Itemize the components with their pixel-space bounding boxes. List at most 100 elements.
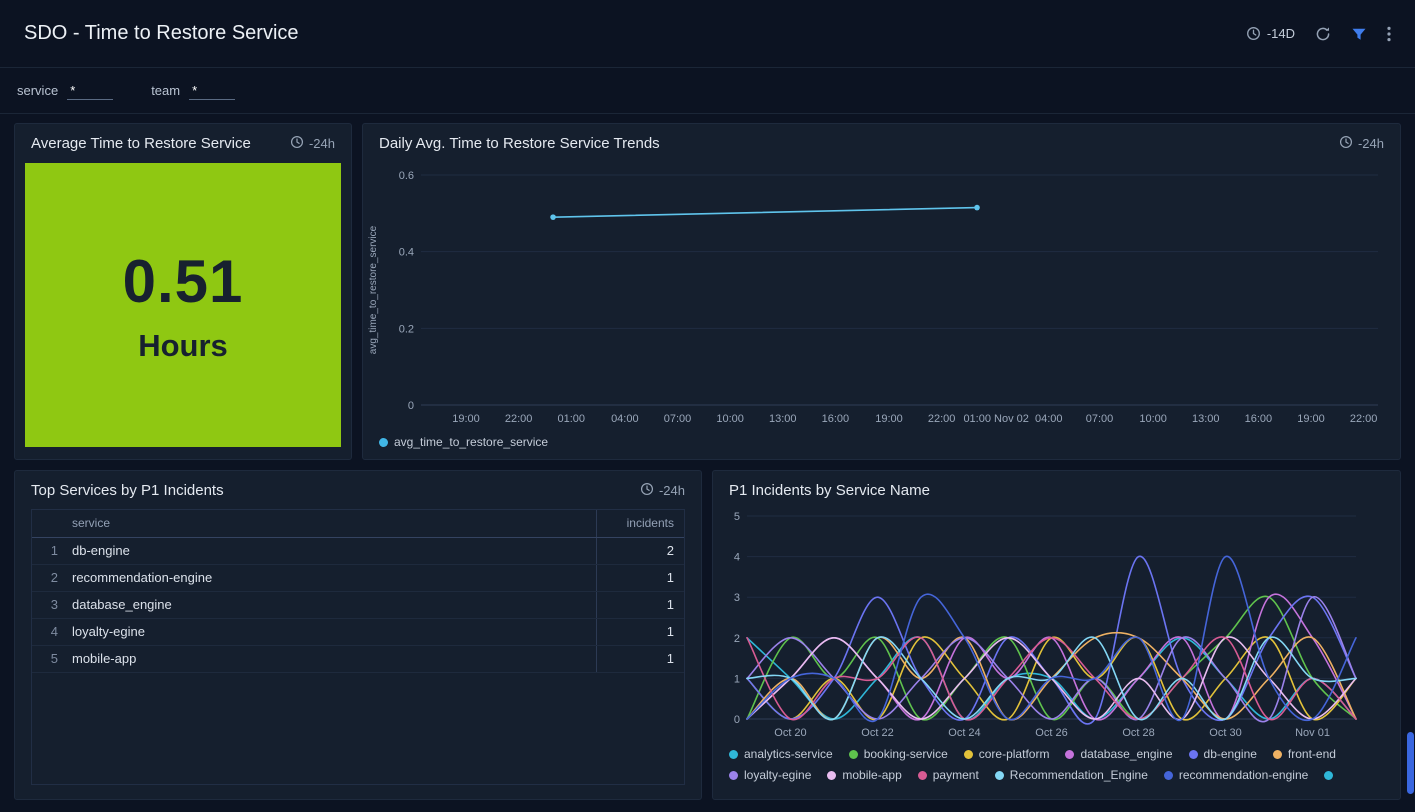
svg-text:0.6: 0.6 xyxy=(399,170,414,182)
row-service: recommendation-engine xyxy=(62,564,596,592)
svg-text:Nov 01: Nov 01 xyxy=(1295,727,1330,739)
table-row[interactable]: 5 mobile-app 1 xyxy=(32,645,684,673)
svg-text:0: 0 xyxy=(734,714,740,726)
panel-title: P1 Incidents by Service Name xyxy=(729,482,930,499)
metric-unit: Hours xyxy=(138,327,228,363)
row-service: db-engine xyxy=(62,537,596,565)
svg-text:16:00: 16:00 xyxy=(822,413,850,425)
clock-icon xyxy=(640,482,654,499)
legend-item[interactable]: recommendation-engine xyxy=(1163,768,1308,782)
legend-dot-icon xyxy=(848,749,858,759)
svg-text:22:00: 22:00 xyxy=(1350,413,1378,425)
svg-text:10:00: 10:00 xyxy=(1139,413,1167,425)
row-rank: 5 xyxy=(32,645,62,673)
legend-dot-icon xyxy=(729,749,738,759)
svg-text:Oct 26: Oct 26 xyxy=(1035,727,1067,739)
svg-text:Oct 22: Oct 22 xyxy=(861,727,893,739)
top-services-table-body: 1 db-engine 2 2 recommendation-engine 1 3 datab… xyxy=(32,537,684,673)
svg-text:2: 2 xyxy=(734,633,740,645)
panel-average-restore-time: Average Time to Restore Service -24h 0.5… xyxy=(14,123,352,460)
clock-icon xyxy=(1339,135,1353,152)
row-incidents: 1 xyxy=(595,564,684,592)
trends-chart: 0 0.2 0.4 0.6 19:00 22:00 01:00 04:00 07:00 10:00… xyxy=(363,159,1400,435)
svg-text:04:00: 04:00 xyxy=(1035,413,1063,425)
legend-item[interactable]: mobile-app xyxy=(827,768,902,782)
svg-text:07:00: 07:00 xyxy=(1086,413,1114,425)
row-service: loyalty-egine xyxy=(62,618,596,646)
column-header-incidents[interactable]: incidents xyxy=(595,510,684,538)
svg-text:19:00: 19:00 xyxy=(1297,413,1325,425)
legend-item[interactable]: payment xyxy=(917,768,979,782)
svg-text:0: 0 xyxy=(408,400,414,412)
svg-text:19:00: 19:00 xyxy=(875,413,903,425)
row-rank: 1 xyxy=(32,537,62,565)
team-filter-input[interactable] xyxy=(189,81,236,100)
column-header-rank[interactable] xyxy=(32,510,62,538)
svg-text:Oct 20: Oct 20 xyxy=(774,727,806,739)
dashboard-grid: Average Time to Restore Service -24h 0.5… xyxy=(0,114,1415,800)
panel-title: Top Services by P1 Incidents xyxy=(31,482,224,499)
legend-item[interactable]: Recommendation_Engine xyxy=(994,768,1148,782)
table-row[interactable]: 3 database_engine 1 xyxy=(32,591,684,619)
panel-time-range-label: -24h xyxy=(658,483,685,498)
legend-item[interactable]: booking-service xyxy=(848,747,948,761)
top-services-table-wrap: service incidents 1 db-engine 2 2 recommenda… xyxy=(31,509,685,785)
legend-item[interactable]: analytics-service xyxy=(729,747,833,761)
row-incidents: 1 xyxy=(595,618,684,646)
legend-dot-icon xyxy=(963,749,973,759)
panel-time-range[interactable]: -24h xyxy=(640,482,685,499)
legend-item[interactable]: loyalty-egine xyxy=(729,768,811,782)
svg-text:01:00: 01:00 xyxy=(557,413,585,425)
row-rank: 2 xyxy=(32,564,62,592)
row-service: mobile-app xyxy=(62,645,596,673)
panel-restore-trends: Daily Avg. Time to Restore Service Trend… xyxy=(362,123,1401,460)
column-header-service[interactable]: service xyxy=(62,510,596,538)
row-incidents: 1 xyxy=(595,645,684,673)
filter-bar: service team xyxy=(0,68,1415,114)
legend-item[interactable]: db-engine xyxy=(1188,747,1257,761)
top-services-table: service incidents 1 db-engine 2 2 recommenda… xyxy=(32,510,684,673)
trends-legend: avg_time_to_restore_service xyxy=(363,435,1400,459)
refresh-button[interactable] xyxy=(1315,26,1331,42)
svg-text:13:00: 13:00 xyxy=(1192,413,1220,425)
filter-button[interactable] xyxy=(1351,26,1367,42)
svg-text:22:00: 22:00 xyxy=(505,413,533,425)
row-incidents: 1 xyxy=(595,591,684,619)
legend-item[interactable]: database_engine xyxy=(1065,747,1173,761)
service-filter-input[interactable] xyxy=(67,81,114,100)
legend-item[interactable]: front-end xyxy=(1272,747,1336,761)
svg-text:3: 3 xyxy=(734,592,740,604)
top-bar-actions: -14D xyxy=(1246,26,1391,42)
panel-title: Average Time to Restore Service xyxy=(31,135,251,152)
table-row[interactable]: 2 recommendation-engine 1 xyxy=(32,564,684,592)
panel-header: Average Time to Restore Service -24h xyxy=(15,124,351,159)
table-row[interactable]: 4 loyalty-egine 1 xyxy=(32,618,684,646)
panel-top-services: Top Services by P1 Incidents -24h servic… xyxy=(14,470,702,800)
kebab-menu-button[interactable] xyxy=(1387,26,1391,42)
panel-time-range-label: -24h xyxy=(1357,136,1384,151)
incidents-chart: 0 1 2 3 4 5 Oct 20 Oct 22 Oct 24 Oct 26 Oct 28 Oct … xyxy=(713,506,1400,745)
metric-value-box: 0.51 Hours xyxy=(25,163,341,447)
legend-item[interactable] xyxy=(1324,768,1339,782)
svg-text:07:00: 07:00 xyxy=(664,413,692,425)
table-row[interactable]: 1 db-engine 2 xyxy=(32,537,684,565)
panel-title: Daily Avg. Time to Restore Service Trend… xyxy=(379,135,660,152)
svg-text:avg_time_to_restore_service: avg_time_to_restore_service xyxy=(368,225,379,354)
dashboard-time-range[interactable]: -14D xyxy=(1246,26,1295,41)
svg-text:1: 1 xyxy=(734,673,740,685)
svg-text:10:00: 10:00 xyxy=(716,413,744,425)
metric-value: 0.51 xyxy=(122,247,244,315)
svg-text:Oct 28: Oct 28 xyxy=(1122,727,1154,739)
svg-text:19:00: 19:00 xyxy=(452,413,480,425)
metric-body: 0.51 Hours xyxy=(15,159,351,459)
legend-item[interactable]: avg_time_to_restore_service xyxy=(379,435,548,449)
scrollbar-thumb[interactable] xyxy=(1407,732,1414,794)
legend-dot-icon xyxy=(827,770,837,780)
panel-time-range[interactable]: -24h xyxy=(290,135,335,152)
dashboard-time-range-label: -14D xyxy=(1266,26,1295,41)
panel-time-range[interactable]: -24h xyxy=(1339,135,1384,152)
svg-text:13:00: 13:00 xyxy=(769,413,797,425)
incidents-legend: analytics-service booking-service core-pla… xyxy=(713,745,1400,799)
row-incidents: 2 xyxy=(595,537,684,565)
legend-item[interactable]: core-platform xyxy=(963,747,1049,761)
